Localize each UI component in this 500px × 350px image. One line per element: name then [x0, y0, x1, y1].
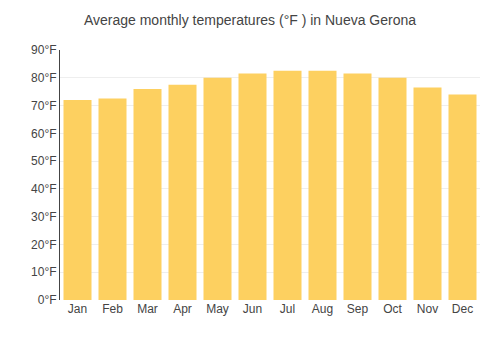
svg-text:Jul: Jul [280, 302, 295, 316]
svg-text:Jan: Jan [68, 302, 87, 316]
svg-text:Nov: Nov [417, 302, 438, 316]
svg-text:Feb: Feb [102, 302, 123, 316]
svg-text:Jun: Jun [243, 302, 262, 316]
svg-text:30°F: 30°F [31, 210, 56, 224]
svg-text:0°F: 0°F [38, 293, 57, 307]
svg-text:Dec: Dec [452, 302, 473, 316]
svg-text:Sep: Sep [347, 302, 369, 316]
svg-text:20°F: 20°F [31, 238, 56, 252]
svg-text:40°F: 40°F [31, 182, 56, 196]
svg-text:60°F: 60°F [31, 127, 56, 141]
svg-text:May: May [206, 302, 229, 316]
svg-text:70°F: 70°F [31, 99, 56, 113]
svg-text:Apr: Apr [173, 302, 192, 316]
svg-text:10°F: 10°F [31, 265, 56, 279]
svg-text:Aug: Aug [312, 302, 333, 316]
svg-text:Average monthly temperatures (: Average monthly temperatures (°F ) in Nu… [84, 12, 416, 28]
svg-text:80°F: 80°F [31, 71, 56, 85]
svg-text:Oct: Oct [383, 302, 402, 316]
svg-text:50°F: 50°F [31, 154, 56, 168]
svg-text:Mar: Mar [137, 302, 158, 316]
svg-text:90°F: 90°F [31, 43, 56, 57]
